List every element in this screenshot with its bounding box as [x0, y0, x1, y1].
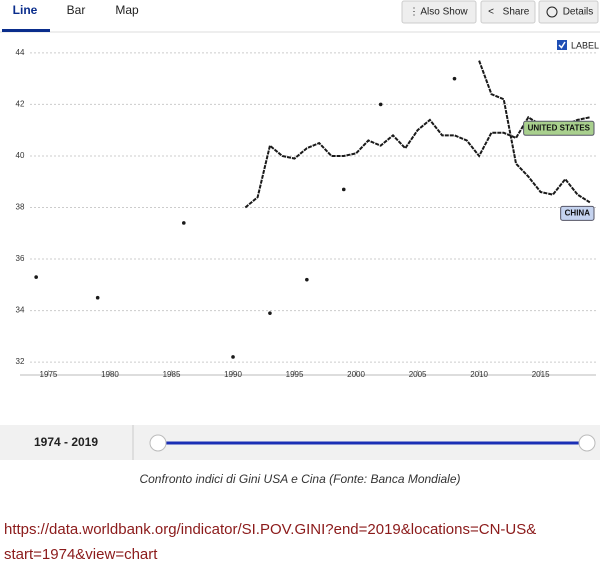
x-tick-label: 1975: [40, 370, 58, 379]
data-point: [34, 275, 38, 279]
x-tick-label: 1990: [224, 370, 242, 379]
data-point: [452, 76, 457, 81]
slider-handle[interactable]: [578, 434, 596, 452]
tab[interactable]: Line: [13, 3, 38, 17]
check: [558, 41, 566, 49]
series-label: UNITED STATES: [528, 123, 591, 132]
x-tick-label: 1980: [101, 370, 119, 379]
button-label: Share: [503, 7, 530, 18]
checkbox[interactable]: [557, 40, 567, 50]
data-point: [305, 277, 309, 282]
button[interactable]: [538, 0, 599, 24]
x-tick-label: 1995: [286, 370, 304, 379]
slider-handle[interactable]: [149, 434, 167, 452]
x-tick-label: 2015: [532, 370, 550, 379]
button-label: Also Show: [420, 7, 468, 18]
x-tick-label: 2010: [470, 370, 488, 379]
y-tick-label: 34: [16, 306, 25, 315]
url[interactable]: start=1974&view=chart: [4, 546, 158, 563]
plot: 32 34 36 38 40 42 44 1975 1980 1985 1990 1995 2000 20…: [16, 48, 596, 379]
y-tick-label: 36: [16, 254, 25, 263]
data-point: [378, 102, 383, 107]
checkbox-label: LABEL: [571, 40, 599, 50]
tab[interactable]: Map: [115, 3, 139, 17]
tab[interactable]: Bar: [67, 3, 86, 17]
icon: <: [488, 7, 494, 18]
url[interactable]: https://data.worldbank.org/indicator/SI.…: [4, 521, 536, 538]
series-label: CHINA: [565, 208, 591, 217]
x-tick-label: 1985: [163, 370, 181, 379]
y-tick-label: 40: [16, 151, 25, 160]
y-tick-label: 44: [16, 48, 25, 57]
data-point: [341, 187, 346, 192]
tab-underline: [2, 29, 50, 32]
y-tick-label: 38: [16, 203, 25, 212]
data-point: [268, 311, 272, 315]
series-label-box: [523, 120, 595, 136]
icon: [546, 6, 558, 18]
series-line: [478, 60, 591, 204]
series-label-box: [560, 205, 595, 221]
x-tick-label: 2005: [409, 370, 427, 379]
caption: Confronto indici di Gini USA e Cina (Fon…: [139, 472, 460, 486]
data-point: [231, 355, 235, 359]
data-point: [182, 221, 186, 225]
button[interactable]: [401, 0, 477, 24]
data-point: [95, 295, 100, 300]
range-label: 1974 - 2019: [34, 435, 98, 449]
y-tick-label: 42: [16, 100, 25, 109]
x-tick-label: 2000: [347, 370, 365, 379]
button-label: Details: [563, 7, 594, 18]
y-tick-label: 32: [16, 357, 25, 366]
series-line: [244, 115, 591, 209]
icon: ⋮: [409, 7, 419, 18]
button[interactable]: [480, 0, 536, 24]
